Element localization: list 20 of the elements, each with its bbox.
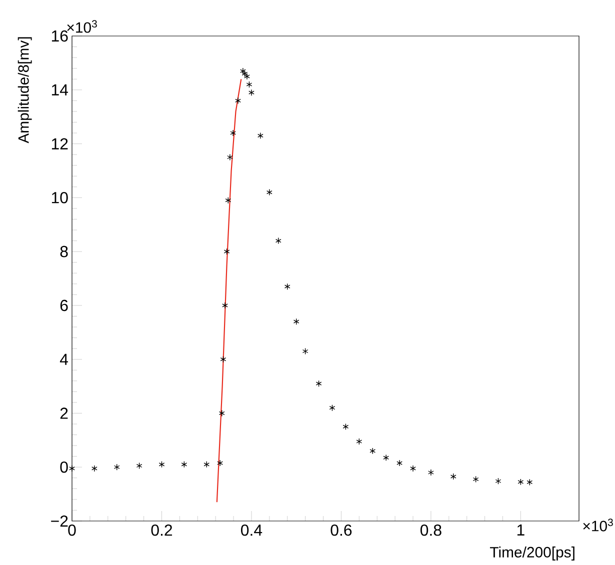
y-tick-label: 4 xyxy=(60,354,68,365)
x-tick-label: 0.2 xyxy=(151,524,172,536)
y-tick-label: 14 xyxy=(52,84,68,96)
x-axis-title: Time/200[ps] xyxy=(490,546,574,560)
x-tick-label: 1 xyxy=(517,524,524,536)
y-tick-label: 6 xyxy=(60,300,68,312)
y-tick-label: 8 xyxy=(60,246,68,258)
y-tick-label: 2 xyxy=(60,408,68,419)
text: ×10$^{3}$ xyxy=(583,518,613,532)
x-tick-label: 0.6 xyxy=(330,524,352,536)
y-tick-label: 0 xyxy=(60,461,68,473)
text: ×10$^{3}$ xyxy=(67,20,97,33)
y-tick-label: 16 xyxy=(52,30,68,42)
y-tick-label: 10 xyxy=(52,192,68,204)
y-tick-label: −2 xyxy=(51,515,68,527)
x-tick-label: 0.4 xyxy=(241,524,262,536)
y-tick-label: 12 xyxy=(52,138,68,150)
x-tick-label: 0 xyxy=(68,524,76,536)
y-axis-title: Amplitude/8[mv] xyxy=(18,37,32,144)
x-tick-label: 0.8 xyxy=(420,524,442,536)
